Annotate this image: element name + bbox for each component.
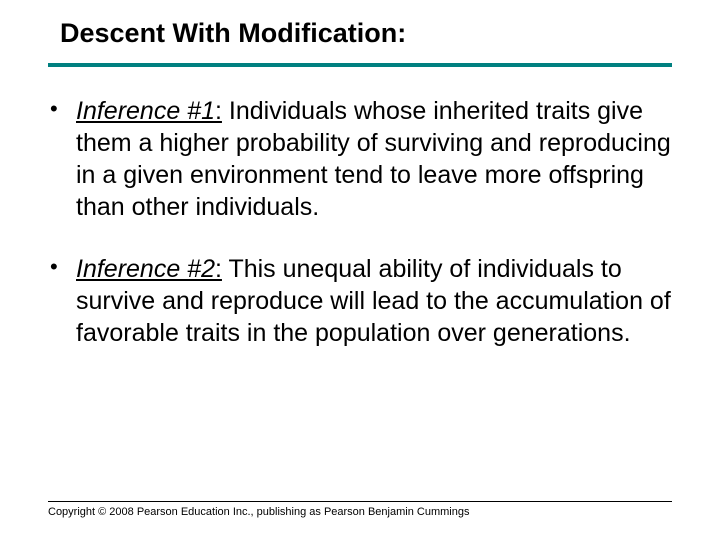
footer: Copyright © 2008 Pearson Education Inc.,… <box>48 501 672 518</box>
inference-label: Inference #2 <box>76 255 215 283</box>
bullet-list: Inference #1: Individuals whose inherite… <box>48 95 672 349</box>
inference-label: Inference #1 <box>76 97 215 125</box>
bullet-item: Inference #2: This unequal ability of in… <box>48 253 672 349</box>
slide-container: Descent With Modification: Inference #1:… <box>0 0 720 540</box>
title-underline <box>48 63 672 67</box>
slide-title: Descent With Modification: <box>60 18 672 49</box>
footer-divider <box>48 501 672 502</box>
bullet-item: Inference #1: Individuals whose inherite… <box>48 95 672 223</box>
label-colon: : <box>215 97 222 125</box>
copyright-text: Copyright © 2008 Pearson Education Inc.,… <box>48 506 672 518</box>
label-colon: : <box>215 255 222 283</box>
